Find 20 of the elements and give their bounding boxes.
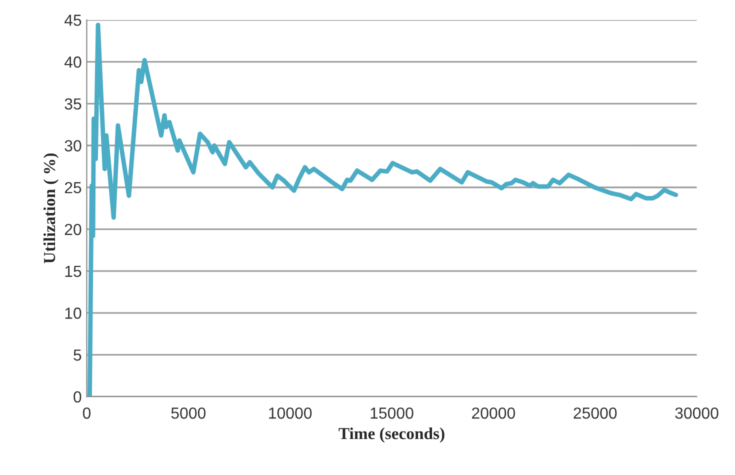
x-tick-label: 10000 — [269, 407, 312, 419]
x-tick-label: 5000 — [171, 407, 206, 419]
x-axis-title: Time (seconds) — [338, 427, 444, 443]
y-tick-label: 35 — [64, 98, 82, 110]
x-tick-label: 0 — [82, 407, 91, 419]
y-tick-label: 10 — [65, 308, 82, 319]
y-tick-label: 5 — [74, 350, 82, 361]
y-tick-label: 40 — [64, 56, 82, 68]
x-tick-label: 30000 — [675, 407, 718, 419]
y-axis-title: Utilization ( %) — [43, 153, 59, 264]
y-tick-label: 45 — [64, 14, 82, 26]
y-tick-label: 30 — [64, 140, 82, 152]
x-tick-label: 20000 — [472, 407, 516, 419]
y-tick-label: 20 — [64, 224, 82, 236]
y-tick-label: 15 — [65, 266, 82, 278]
y-tick-label: 0 — [74, 391, 82, 403]
x-tick-label: 25000 — [574, 407, 617, 419]
line-series — [87, 22, 678, 397]
y-tick-label: 25 — [64, 182, 82, 194]
x-tick-label: 15000 — [370, 407, 414, 419]
